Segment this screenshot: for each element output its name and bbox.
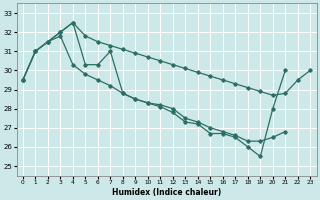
X-axis label: Humidex (Indice chaleur): Humidex (Indice chaleur) bbox=[112, 188, 221, 197]
